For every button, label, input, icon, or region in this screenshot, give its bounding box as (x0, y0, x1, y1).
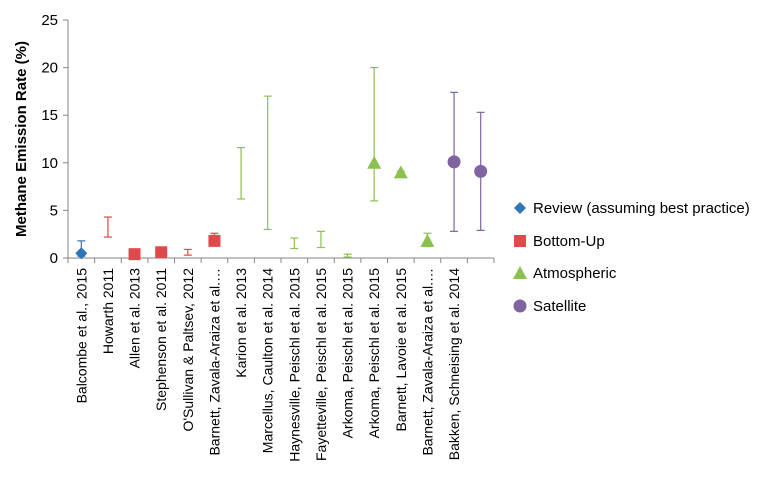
series-review-assuming-best-practice- (75, 240, 88, 260)
y-tick-label: 15 (41, 107, 58, 124)
data-marks (75, 66, 488, 261)
y-tick-label: 20 (41, 60, 58, 77)
series-bottom-up (103, 216, 221, 261)
legend-marker (514, 202, 526, 214)
data-point (75, 247, 88, 260)
x-category-label: Bakken, Schneising et al. 2014 (446, 268, 462, 460)
y-tick-label: 0 (50, 250, 58, 267)
y-tick-label: 10 (41, 155, 58, 172)
data-point (208, 234, 221, 247)
y-ticks: 0 5 10 15 20 25 (41, 12, 68, 267)
x-category-label: Stephenson et al. 2011 (153, 268, 169, 411)
legend-label: Bottom-Up (533, 233, 605, 250)
data-point (447, 155, 461, 169)
x-category-label: Karion et al. 2013 (233, 268, 249, 378)
x-category-label: Allen et al. 2013 (127, 268, 143, 369)
data-point (367, 155, 382, 169)
legend-label: Atmospheric (533, 265, 617, 282)
x-category-labels: Balcombe et al., 2015 Howarth 2011 Allen e… (67, 258, 495, 462)
x-category-label: Arkoma, Peischl et al. 2015 (340, 268, 356, 439)
data-point (393, 165, 408, 179)
legend-marker (513, 266, 527, 279)
x-category-label: O'Sullivan & Paltsev, 2012 (180, 268, 196, 432)
x-category-label: Fayetteville, Peischl et al. 2015 (313, 268, 329, 461)
legend-marker (513, 299, 527, 313)
x-category-label: Howarth 2011 (100, 268, 116, 354)
x-category-label: Barnett, Zavala-Araiza et al.… (419, 268, 435, 456)
data-point (420, 233, 435, 247)
data-point (128, 248, 141, 261)
x-category-label: Haynesville, Peischl et al. 2015 (286, 268, 302, 462)
series-atmospheric (237, 66, 435, 258)
data-point (155, 246, 168, 259)
y-tick-label: 25 (41, 12, 58, 29)
x-category-label: Barnett, Lavoie et al. 2015 (393, 268, 409, 432)
series-satellite (447, 91, 488, 232)
x-category-label: Arkoma, Peischl et al. 2015 (366, 268, 382, 439)
legend-label: Review (assuming best practice) (533, 200, 750, 217)
legend-label: Satellite (533, 298, 586, 315)
legend-marker (514, 235, 526, 247)
x-category-label: Balcombe et al., 2015 (73, 268, 89, 404)
legend: Review (assuming best practice) Bottom-Up… (513, 200, 750, 315)
x-category-label: Barnett, Zavala-Araiza et al.… (206, 268, 222, 456)
data-point (474, 164, 488, 178)
y-axis-label: Methane Emission Rate (%) (13, 41, 30, 237)
x-category-label: Marcellus, Caulton et al. 2014 (260, 268, 276, 453)
y-tick-label: 5 (50, 202, 58, 219)
